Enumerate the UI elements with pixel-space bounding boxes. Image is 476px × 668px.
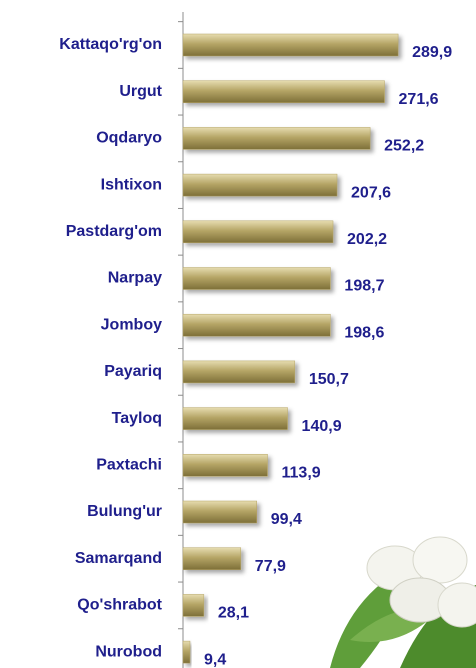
bar — [183, 81, 385, 103]
bar — [183, 221, 333, 243]
category-label: Samarqand — [75, 550, 162, 567]
category-label: Jomboy — [101, 316, 162, 333]
bar — [183, 361, 295, 383]
category-label: Payariq — [104, 363, 162, 380]
page: {"chart_data": {"type": "bar", "orientat… — [0, 0, 476, 668]
category-label: Ishtixon — [101, 176, 162, 193]
value-label: 140,9 — [302, 418, 342, 435]
value-label: 198,7 — [344, 278, 384, 295]
value-label: 252,2 — [384, 138, 424, 155]
value-label: 289,9 — [412, 44, 452, 61]
category-label: Bulung'ur — [87, 503, 162, 520]
value-label: 207,6 — [351, 184, 391, 201]
value-label: 9,4 — [204, 651, 226, 668]
value-label: 150,7 — [309, 371, 349, 388]
value-label: 77,9 — [255, 558, 286, 575]
bar — [183, 548, 241, 570]
category-label: Oqdaryo — [96, 130, 162, 147]
bar — [183, 501, 257, 523]
bar — [183, 34, 398, 56]
category-label: Paxtachi — [96, 457, 162, 474]
value-label: 99,4 — [271, 511, 302, 528]
bar — [183, 314, 330, 336]
bar — [183, 594, 204, 616]
bar — [183, 174, 337, 196]
category-label: Urgut — [119, 83, 162, 100]
bar — [183, 641, 190, 663]
category-label: Qo'shrabot — [77, 597, 162, 614]
value-label: 271,6 — [399, 91, 439, 108]
cocoon-decoration — [330, 537, 476, 668]
category-label: Narpay — [108, 270, 162, 287]
chart: Kattaqo'rg'on 289,9 Urgut 271,6 Oqdaryo 252,2… — [0, 0, 476, 668]
value-label: 28,1 — [218, 605, 249, 622]
bar — [183, 408, 288, 430]
value-label: 113,9 — [282, 465, 321, 482]
category-label: Nurobod — [95, 643, 162, 660]
category-label: Kattaqo'rg'on — [59, 36, 162, 53]
value-label: 202,2 — [347, 231, 387, 248]
value-label: 198,6 — [344, 324, 384, 341]
category-label: Pastdarg'om — [66, 223, 162, 240]
bar — [183, 268, 330, 290]
category-label: Tayloq — [112, 410, 162, 427]
bar — [183, 127, 370, 149]
bar — [183, 454, 268, 476]
